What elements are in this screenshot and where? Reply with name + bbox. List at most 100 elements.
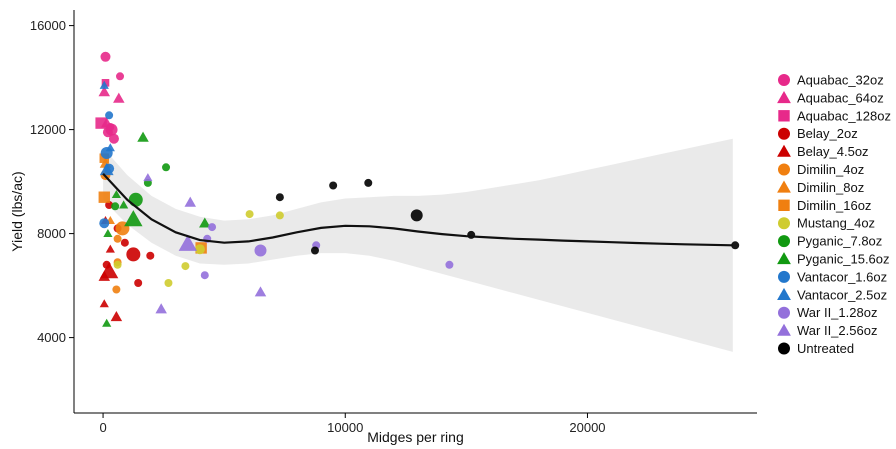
data-point xyxy=(178,234,198,251)
y-tick-label: 8000 xyxy=(37,226,66,241)
data-point xyxy=(95,117,107,129)
legend-symbol xyxy=(778,217,790,230)
legend-label: Belay_2oz xyxy=(797,126,858,141)
data-point xyxy=(184,196,197,207)
data-point xyxy=(111,190,121,199)
data-point xyxy=(181,262,190,271)
legend-item: Dimilin_4oz xyxy=(778,162,864,177)
y-tick-label: 16000 xyxy=(30,18,66,33)
data-point xyxy=(103,229,113,238)
legend-item: Mustang_4oz xyxy=(778,216,875,231)
smooth-line xyxy=(102,173,733,247)
legend-item: Pyganic_15.6oz xyxy=(777,252,890,267)
legend-label: Mustang_4oz xyxy=(797,216,875,231)
legend-item: Untreated xyxy=(778,341,854,356)
data-point xyxy=(137,131,149,142)
data-point xyxy=(329,181,338,190)
legend-symbol xyxy=(777,323,791,336)
x-tick-label: 10000 xyxy=(327,420,363,435)
data-point xyxy=(146,251,155,260)
data-point xyxy=(99,299,109,308)
data-point xyxy=(100,51,111,62)
data-point xyxy=(164,279,173,287)
data-point xyxy=(99,218,110,229)
data-point xyxy=(143,173,153,182)
data-point xyxy=(105,111,114,120)
y-tick-label: 4000 xyxy=(37,330,66,345)
data-point xyxy=(113,260,122,269)
data-point xyxy=(275,193,284,202)
data-point xyxy=(245,210,254,219)
legend-symbol xyxy=(778,127,790,140)
data-point xyxy=(120,238,129,247)
data-point xyxy=(98,191,110,203)
data-point xyxy=(731,241,740,250)
plot-area xyxy=(95,51,740,352)
data-point xyxy=(194,244,205,255)
legend-symbol xyxy=(778,270,790,283)
data-point xyxy=(155,303,167,314)
data-point xyxy=(134,279,143,287)
legend-item: Pyganic_7.8oz xyxy=(778,234,882,249)
legend-label: War II_1.28oz xyxy=(797,305,877,320)
legend-symbol xyxy=(777,91,791,104)
data-point xyxy=(112,285,121,294)
legend-item: War II_1.28oz xyxy=(778,305,877,320)
legend-label: Aquabac_128oz xyxy=(797,108,891,123)
data-point xyxy=(410,209,423,222)
x-axis-label: Midges per ring xyxy=(367,429,464,445)
legend-item: Dimilin_16oz xyxy=(778,198,871,213)
legend-label: Vantacor_2.5oz xyxy=(797,287,887,302)
legend-item: Aquabac_128oz xyxy=(778,108,891,123)
data-point xyxy=(199,217,211,228)
data-point xyxy=(98,270,111,281)
legend-item: Aquabac_64oz xyxy=(777,90,884,105)
legend-symbol xyxy=(777,144,791,157)
axes: 4000 8000 12000 16000 0 10000 20000 Midges per … xyxy=(9,10,757,445)
data-point xyxy=(364,178,373,187)
legend-label: Pyganic_7.8oz xyxy=(797,234,882,249)
legend-item: War II_2.56oz xyxy=(777,323,877,338)
legend-item: Belay_4.5oz xyxy=(777,144,869,159)
data-point xyxy=(113,234,122,243)
data-point xyxy=(310,246,319,255)
data-point xyxy=(128,192,143,207)
legend-symbol xyxy=(777,252,791,265)
data-point xyxy=(99,163,114,176)
data-point xyxy=(98,86,111,97)
legend-label: War II_2.56oz xyxy=(797,323,877,338)
legend-symbol xyxy=(778,163,790,176)
confidence-band xyxy=(103,138,733,352)
legend-symbol xyxy=(778,74,790,86)
legend-label: Pyganic_15.6oz xyxy=(797,252,890,267)
legend-label: Belay_4.5oz xyxy=(797,144,869,159)
legend-label: Aquabac_64oz xyxy=(797,90,884,105)
legend: Aquabac_32oz Aquabac_64oz Aquabac_128oz Bel… xyxy=(777,73,891,356)
legend-item: Vantacor_1.6oz xyxy=(778,269,887,284)
legend-symbol xyxy=(778,342,790,355)
data-point xyxy=(101,79,110,87)
data-point xyxy=(116,72,125,81)
legend-label: Dimilin_4oz xyxy=(797,162,864,177)
legend-item: Aquabac_32oz xyxy=(778,73,884,88)
data-point xyxy=(275,211,284,220)
data-point xyxy=(162,163,171,172)
legend-item: Belay_2oz xyxy=(778,126,858,141)
legend-label: Aquabac_32oz xyxy=(797,73,884,88)
legend-item: Vantacor_2.5oz xyxy=(777,287,887,302)
legend-label: Untreated xyxy=(797,341,854,356)
data-point xyxy=(208,223,217,232)
data-point xyxy=(126,247,141,262)
data-point xyxy=(105,244,115,253)
data-point xyxy=(119,200,129,209)
data-point xyxy=(254,286,267,297)
legend-item: Dimilin_8oz xyxy=(777,180,864,195)
legend-symbol xyxy=(778,235,790,248)
legend-symbol xyxy=(778,199,790,211)
legend-symbol xyxy=(778,306,790,319)
legend-symbol xyxy=(777,287,791,300)
data-point xyxy=(105,143,115,152)
y-tick-label: 12000 xyxy=(30,122,66,137)
x-tick-label: 0 xyxy=(99,420,106,435)
